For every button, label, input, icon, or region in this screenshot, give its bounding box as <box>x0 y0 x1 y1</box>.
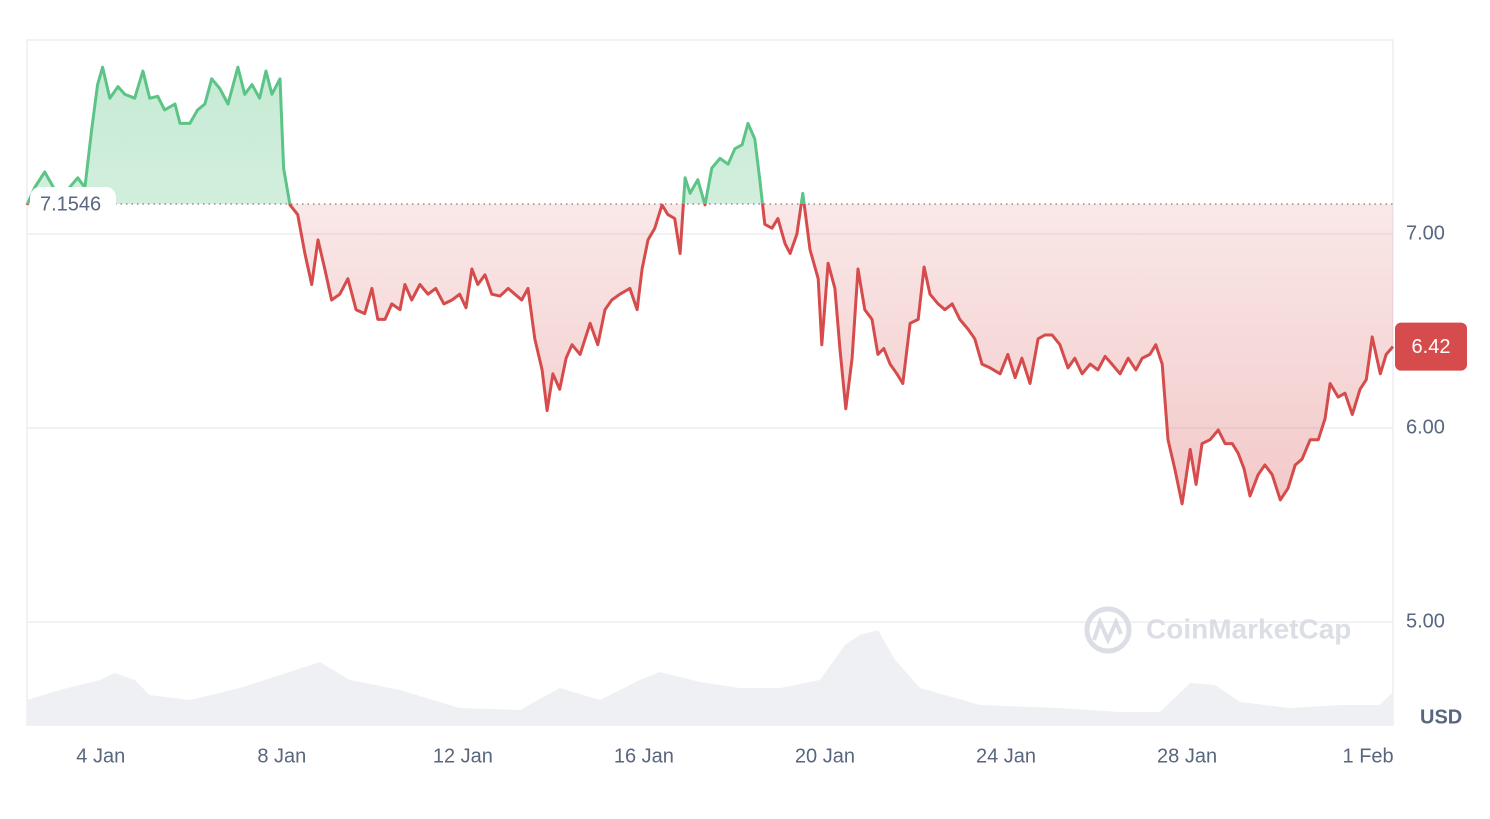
x-tick-label: 24 Jan <box>976 745 1036 767</box>
x-tick-label: 16 Jan <box>614 745 674 767</box>
x-tick-label: 4 Jan <box>76 745 125 767</box>
price-line-down <box>25 204 1395 506</box>
x-tick-label: 8 Jan <box>257 745 306 767</box>
baseline-label-bg <box>30 187 116 222</box>
x-tick-label: 28 Jan <box>1157 745 1217 767</box>
y-tick-label: 6.00 <box>1406 416 1445 438</box>
x-tick-label: 20 Jan <box>795 745 855 767</box>
watermark: CoinMarketCap <box>1084 606 1351 654</box>
last-price-bg <box>1395 322 1467 371</box>
watermark-text: CoinMarketCap <box>1146 613 1351 644</box>
baseline-label: 7.1546 <box>40 193 101 215</box>
area-up <box>27 67 805 205</box>
y-tick-label: 7.00 <box>1406 222 1445 244</box>
last-price-label: 6.42 <box>1412 336 1451 358</box>
area-down <box>27 204 1393 504</box>
y-tick-label: 5.00 <box>1406 610 1445 632</box>
x-tick-label: 12 Jan <box>433 745 493 767</box>
volume-area <box>27 630 1393 725</box>
price-line-up <box>25 65 806 205</box>
y-unit: USD <box>1420 706 1462 728</box>
x-tick-label: 1 Feb <box>1343 745 1394 767</box>
